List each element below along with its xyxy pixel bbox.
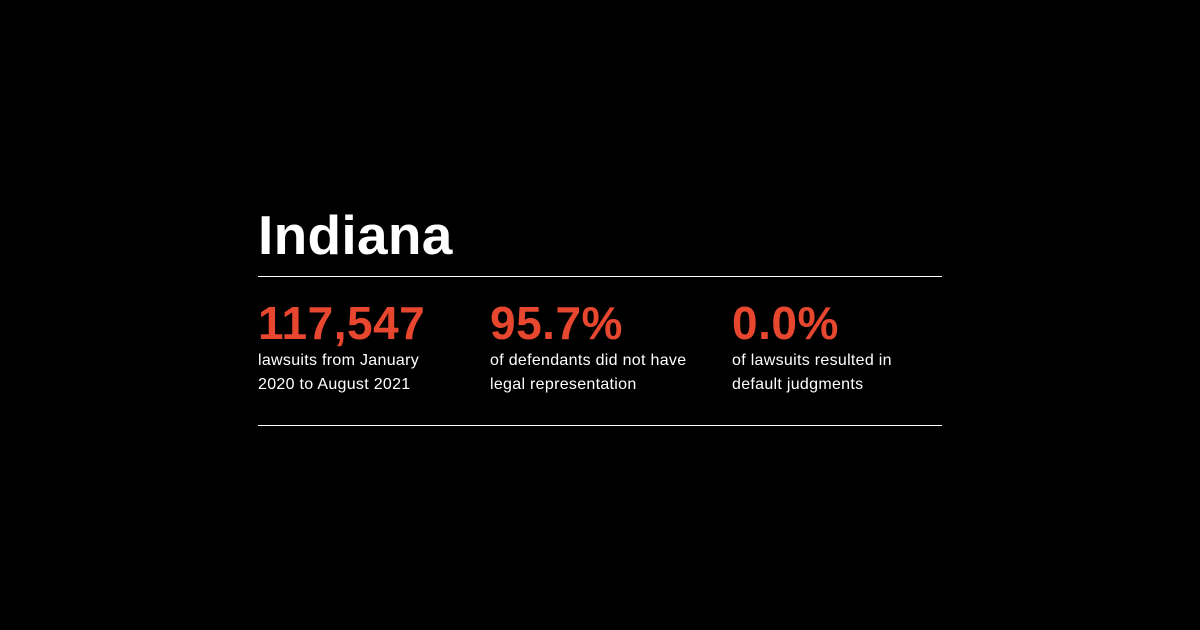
stat-no-representation-value: 95.7% [490,297,623,349]
stat-default-judgments: 0.0% of lawsuits resulted in default jud… [732,277,892,397]
stat-lawsuits-description-line-2: 2020 to August 2021 [258,376,411,393]
stat-lawsuits-value: 117,547 [258,297,426,349]
stat-default-judgments-description-line-1: of lawsuits resulted in [732,352,892,369]
stat-no-representation-description: of defendants did not have legal represe… [490,349,686,397]
stat-lawsuits-description: lawsuits from January 2020 to August 202… [258,349,425,397]
stat-lawsuits-description-line-1: lawsuits from January [258,352,420,369]
top-divider [258,276,942,277]
stat-default-judgments-description: of lawsuits resulted in default judgment… [732,349,892,397]
state-title: Indiana [258,204,453,266]
stat-no-representation: 95.7% of defendants did not have legal r… [490,277,686,397]
bottom-divider [258,425,942,426]
stat-default-judgments-description-line-2: default judgments [732,376,864,393]
state-stats-card: Indiana 117,547 lawsuits from January 20… [258,200,942,426]
stat-default-judgments-value: 0.0% [732,297,839,349]
stats-row: 117,547 lawsuits from January 2020 to Au… [258,277,942,425]
stat-lawsuits: 117,547 lawsuits from January 2020 to Au… [258,277,425,397]
stat-no-representation-description-line-2: legal representation [490,376,637,393]
stat-no-representation-description-line-1: of defendants did not have [490,352,687,369]
